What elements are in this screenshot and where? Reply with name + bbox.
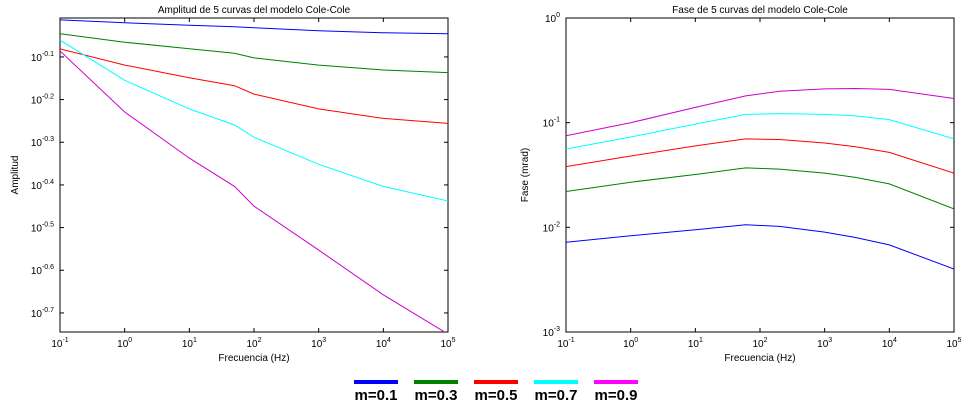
y-tick-label: 10-2 bbox=[543, 221, 560, 234]
series-line-m=0.7 bbox=[60, 39, 448, 202]
legend-item: m=0.9 bbox=[588, 376, 644, 404]
series-group bbox=[566, 87, 954, 270]
series-line-m=0.9 bbox=[566, 87, 954, 137]
series-line-m=0.1 bbox=[60, 19, 448, 35]
series-line-m=0.5 bbox=[60, 48, 448, 124]
y-tick-label: 10-0.2 bbox=[31, 94, 54, 107]
plot-frame bbox=[565, 17, 955, 333]
legend-swatch bbox=[534, 380, 578, 384]
y-tick-label: 100 bbox=[545, 12, 560, 25]
x-tick-label: 103 bbox=[817, 337, 832, 350]
y-tick-label: 10-0.6 bbox=[31, 264, 54, 277]
x-axis-label: Frecuencia (Hz) bbox=[724, 353, 795, 364]
y-tick-label: 10-1 bbox=[543, 117, 560, 130]
y-tick-label: 10-0.3 bbox=[31, 136, 54, 149]
x-tick-label: 10-1 bbox=[51, 337, 68, 350]
y-tick-label: 10-0.4 bbox=[31, 179, 54, 192]
y-tick-label: 10-0.5 bbox=[31, 222, 54, 235]
legend-label: m=0.9 bbox=[594, 387, 638, 404]
legend-swatch bbox=[414, 380, 458, 384]
legend-item: m=0.1 bbox=[348, 376, 404, 404]
x-axis-label: Frecuencia (Hz) bbox=[218, 353, 289, 364]
x-tick-label: 105 bbox=[946, 337, 961, 350]
legend-label: m=0.7 bbox=[534, 387, 578, 404]
x-tick-label: 102 bbox=[246, 337, 261, 350]
x-tick-label: 104 bbox=[882, 337, 897, 350]
x-tick-label: 100 bbox=[623, 337, 638, 350]
series-line-m=0.1 bbox=[566, 224, 954, 270]
legend-label: m=0.5 bbox=[474, 387, 518, 404]
y-axis-label: Amplitud bbox=[10, 156, 21, 195]
y-axis-label: Fase (mrad) bbox=[520, 148, 531, 202]
x-tick-label: 101 bbox=[182, 337, 197, 350]
series-line-m=0.3 bbox=[566, 167, 954, 210]
y-tick-label: 10-3 bbox=[543, 326, 560, 339]
series-line-m=0.5 bbox=[566, 138, 954, 174]
chart-title: Fase de 5 curvas del modelo Cole-Cole bbox=[672, 5, 848, 16]
x-tick-label: 101 bbox=[688, 337, 703, 350]
legend-item: m=0.3 bbox=[408, 376, 464, 404]
chart-title: Amplitud de 5 curvas del modelo Cole-Col… bbox=[158, 5, 351, 16]
legend-label: m=0.3 bbox=[414, 387, 458, 404]
legend-item: m=0.5 bbox=[468, 376, 524, 404]
legend-swatch bbox=[474, 380, 518, 384]
series-line-m=0.3 bbox=[60, 33, 448, 74]
legend: m=0.1 m=0.3 m=0.5 m=0.7 m=0.9 bbox=[0, 376, 961, 410]
x-tick-label: 103 bbox=[311, 337, 326, 350]
legend-swatch bbox=[354, 380, 398, 384]
x-tick-label: 102 bbox=[752, 337, 767, 350]
series-line-m=0.9 bbox=[60, 50, 446, 332]
x-tick-label: 105 bbox=[440, 337, 455, 350]
y-tick-label: 10-0.7 bbox=[31, 307, 54, 320]
y-tick-label: 10-0.1 bbox=[31, 51, 54, 64]
legend-item: m=0.7 bbox=[528, 376, 584, 404]
series-group bbox=[60, 19, 448, 332]
legend-swatch bbox=[594, 380, 638, 384]
x-tick-label: 10-1 bbox=[557, 337, 574, 350]
x-tick-label: 100 bbox=[117, 337, 132, 350]
legend-label: m=0.1 bbox=[354, 387, 398, 404]
series-line-m=0.7 bbox=[566, 113, 954, 150]
x-tick-label: 104 bbox=[376, 337, 391, 350]
